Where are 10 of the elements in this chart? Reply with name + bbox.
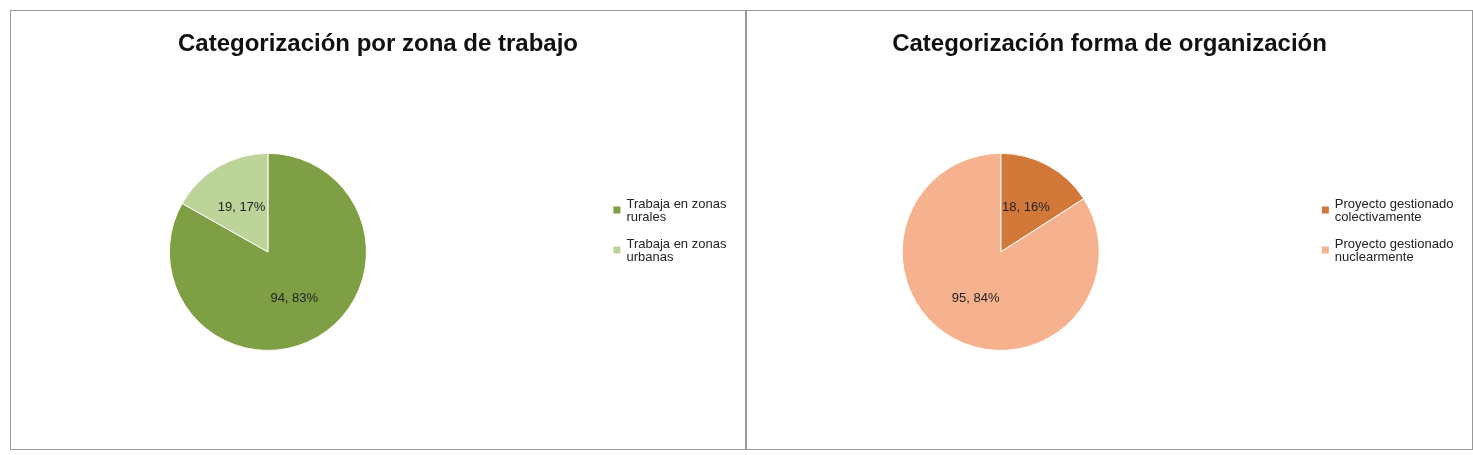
data-label: 19, 17% <box>217 199 266 215</box>
legend-label: Proyecto gestionado nuclearmente <box>1334 236 1458 264</box>
chart-title: Categorización por zona de trabajo <box>177 28 579 56</box>
legend-label: Trabaja en zonas urbanas <box>626 236 731 264</box>
data-label: 94, 83% <box>270 289 319 305</box>
chart-title: Categorización forma de organización <box>892 28 1327 56</box>
legend-label: Trabaja en zonas rurales <box>626 196 731 224</box>
data-label: 95, 84% <box>951 290 1000 306</box>
data-label: 18, 16% <box>1001 198 1051 214</box>
legend-label: Proyecto gestionado colectivamente <box>1334 196 1458 224</box>
